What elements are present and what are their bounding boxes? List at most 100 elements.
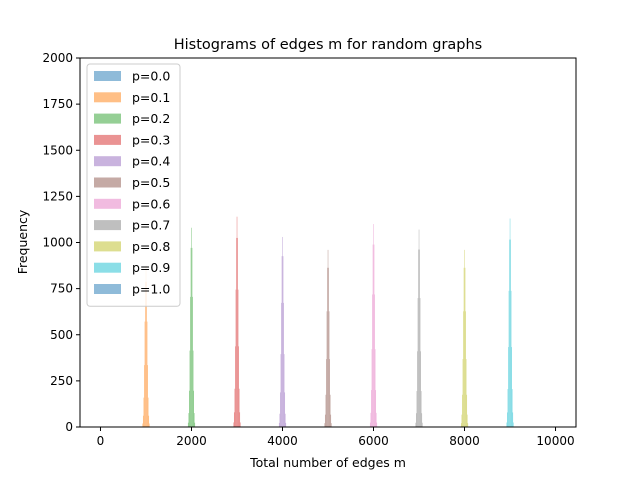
histogram-bar-1-0	[142, 423, 144, 427]
histogram-bar-3-7	[237, 237, 238, 427]
histogram-bar-9-5	[509, 239, 510, 427]
y-tick-label: 1000	[42, 236, 73, 250]
histogram-bar-5-11	[330, 414, 332, 427]
histogram-bar-3-8	[237, 289, 239, 427]
histogram-bar-3-4	[235, 289, 237, 427]
histogram-bar-4-2	[280, 392, 281, 427]
x-axis-label: Total number of edges m	[249, 455, 406, 470]
histogram-bar-8-9	[465, 359, 467, 427]
legend-label: p=0.3	[132, 132, 170, 147]
legend-swatch	[94, 156, 121, 167]
histogram-bar-6-12	[376, 422, 378, 427]
histogram-bar-7-9	[420, 351, 421, 427]
legend-swatch	[94, 262, 121, 273]
y-tick-label: 1500	[42, 143, 73, 157]
y-tick-label: 2000	[42, 51, 73, 65]
histogram-bar-8-1	[461, 414, 463, 427]
legend-label: p=0.6	[132, 196, 170, 211]
histogram-bar-4-1	[279, 413, 281, 427]
x-tick-label: 4000	[267, 434, 298, 448]
legend-label: p=0.8	[132, 239, 170, 254]
y-tick-label: 0	[65, 420, 73, 434]
histogram-bar-8-12	[467, 423, 469, 427]
y-tick-label: 1750	[42, 97, 73, 111]
histogram-bar-8-7	[464, 267, 466, 427]
histogram-bar-7-12	[422, 422, 423, 427]
histogram-bar-6-8	[374, 294, 375, 427]
histogram-bar-8-6	[464, 249, 465, 427]
histogram-bar-6-9	[374, 349, 376, 427]
legend-label: p=0.1	[132, 90, 170, 105]
histogram-bar-1-9	[147, 365, 148, 427]
histogram-bar-1-6	[145, 265, 147, 427]
legend-label: p=0.7	[132, 218, 170, 233]
legend-swatch	[94, 241, 121, 252]
histogram-bar-6-2	[371, 390, 372, 427]
legend-swatch	[94, 220, 121, 231]
histogram-bar-8-11	[466, 414, 468, 427]
histogram-bar-6-11	[375, 412, 377, 427]
histogram-bar-8-10	[466, 394, 468, 427]
histogram-bar-5-4	[326, 311, 328, 427]
histogram-bar-5-9	[329, 359, 330, 427]
histogram-bar-5-0	[324, 423, 326, 427]
legend-label: p=0.0	[132, 69, 170, 84]
histogram-bar-5-1	[324, 414, 326, 427]
histogram-bar-7-0	[415, 422, 417, 427]
histogram-bar-4-0	[278, 422, 280, 427]
histogram-bar-2-12	[194, 422, 196, 427]
histogram-bar-1-3	[144, 365, 145, 427]
legend-label: p=0.9	[132, 260, 170, 275]
legend-label: p=0.2	[132, 111, 170, 126]
y-axis-ticks: 0 250 500 750 1000 1250 1500 1750 2000	[42, 51, 80, 434]
histogram-bar-3-1	[233, 412, 235, 427]
x-tick-label: 8000	[449, 434, 480, 448]
histogram-bar-8-4	[463, 311, 464, 427]
histogram-bar-3-10	[238, 388, 240, 427]
histogram-bar-9-2	[507, 389, 509, 427]
legend-swatch	[94, 92, 121, 103]
histogram-bar-5-7	[328, 267, 329, 427]
histogram-bar-2-5	[190, 247, 192, 427]
histogram-bar-1-8	[146, 321, 148, 427]
legend: p=0.0 p=0.1 p=0.2 p=0.3 p=0.4 p=0.5 p=0.6 p=0.7…	[86, 63, 181, 307]
histogram-bar-1-11	[148, 415, 150, 427]
histogram-bar-9-12	[513, 422, 514, 427]
histogram-bar-7-2	[416, 391, 418, 427]
histogram-bar-5-5	[327, 267, 328, 427]
legend-label: p=0.4	[132, 154, 170, 169]
histogram-bar-4-12	[285, 422, 287, 427]
histogram-bar-6-3	[371, 349, 373, 427]
histogram-bar-8-2	[462, 394, 463, 427]
legend-swatch	[94, 284, 121, 294]
x-tick-label: 10000	[536, 434, 574, 448]
histogram-bar-4-5	[281, 256, 283, 427]
histogram-bar-2-11	[193, 413, 195, 427]
histogram-bar-7-10	[420, 391, 422, 427]
legend-swatch	[94, 71, 121, 81]
histogram-bar-7-8	[419, 298, 421, 427]
histogram-bar-1-7	[146, 281, 147, 427]
histogram-bar-5-8	[328, 311, 330, 427]
histogram-bar-6-4	[372, 294, 373, 427]
legend-label: p=0.5	[132, 175, 170, 190]
histogram-bar-2-0	[187, 422, 189, 427]
histogram-bar-1-4	[144, 321, 146, 427]
histogram-bar-2-10	[193, 390, 194, 427]
histogram-bar-2-1	[188, 413, 190, 427]
histogram-bar-5-10	[329, 394, 331, 427]
histogram-bar-8-0	[460, 423, 462, 427]
histogram-bar-3-5	[236, 237, 237, 427]
histogram-bar-7-11	[421, 413, 423, 427]
histogram-bar-3-11	[239, 412, 241, 427]
histogram-bar-1-1	[142, 415, 144, 427]
histogram-bar-1-2	[143, 397, 145, 427]
histogram-bar-2-8	[192, 296, 193, 427]
x-axis-ticks: 0 2000 4000 6000 8000 10000	[97, 427, 575, 448]
histogram-bar-8-5	[463, 267, 465, 427]
legend-label: p=1.0	[132, 282, 170, 297]
histogram-bar-9-10	[511, 389, 513, 427]
histogram-bar-4-11	[284, 413, 286, 427]
histogram-bar-3-9	[238, 346, 239, 427]
histogram-bar-4-6	[282, 236, 283, 427]
